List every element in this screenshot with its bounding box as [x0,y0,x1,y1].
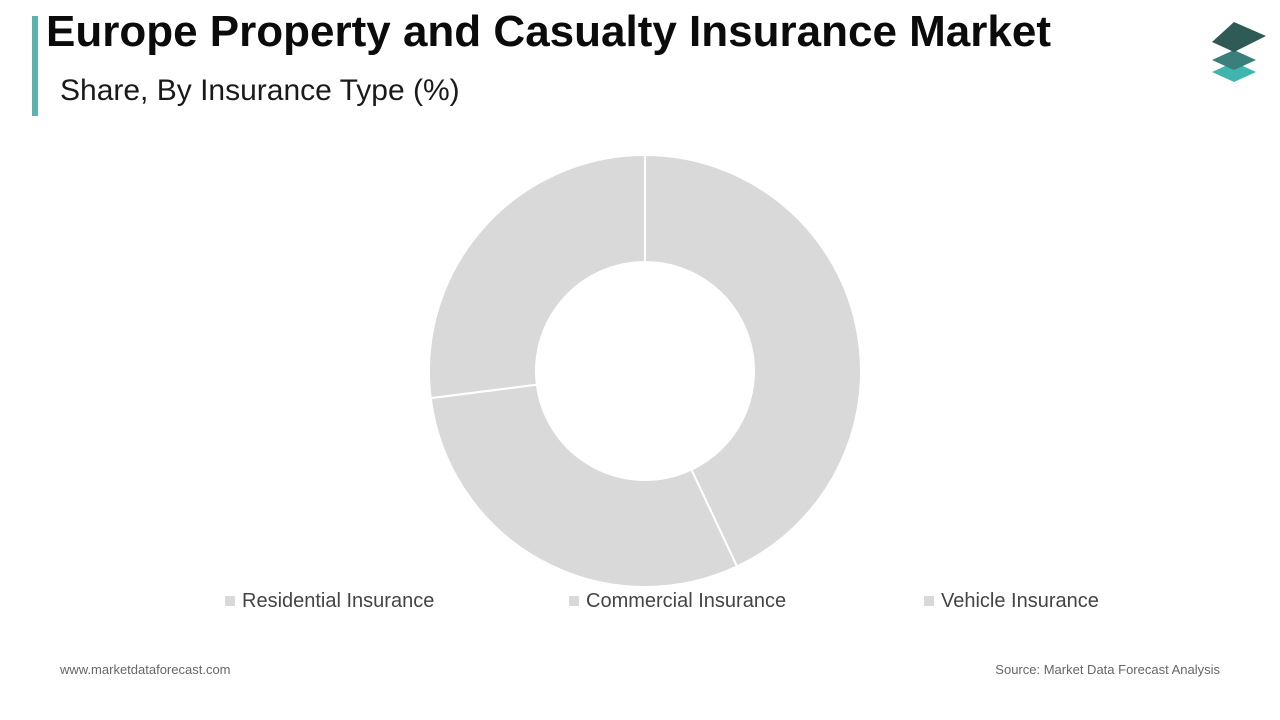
footer-website: www.marketdataforecast.com [60,662,231,677]
legend-item: Commercial Insurance [569,588,786,614]
logo-layer-bottom [1212,62,1256,82]
logo-layer-middle [1212,50,1256,70]
legend-swatch [924,596,934,606]
title-accent-bar [32,16,38,116]
legend-label: Residential Insurance [242,590,435,612]
chart-title: Europe Property and Casualty Insurance M… [46,7,1051,56]
donut-slice-residential-insurance [644,153,862,568]
legend-item: Vehicle Insurance [924,588,1099,614]
donut-slice-commercial-insurance [429,383,739,588]
legend-label: Commercial Insurance [586,590,787,612]
legend-item: Residential Insurance [225,588,434,614]
legend-swatch [225,596,235,606]
legend-label: Vehicle Insurance [941,590,1099,612]
logo-layer-top [1212,22,1266,52]
donut-slice-vehicle-insurance [428,153,646,400]
chart-legend: Residential Insurance Commercial Insuranc… [0,588,1280,614]
footer-source: Source: Market Data Forecast Analysis [995,662,1220,677]
donut-slices [428,153,862,588]
chart-subtitle: Share, By Insurance Type (%) [60,74,460,107]
legend-swatch [569,596,579,606]
stacked-layers-icon [1212,22,1266,82]
